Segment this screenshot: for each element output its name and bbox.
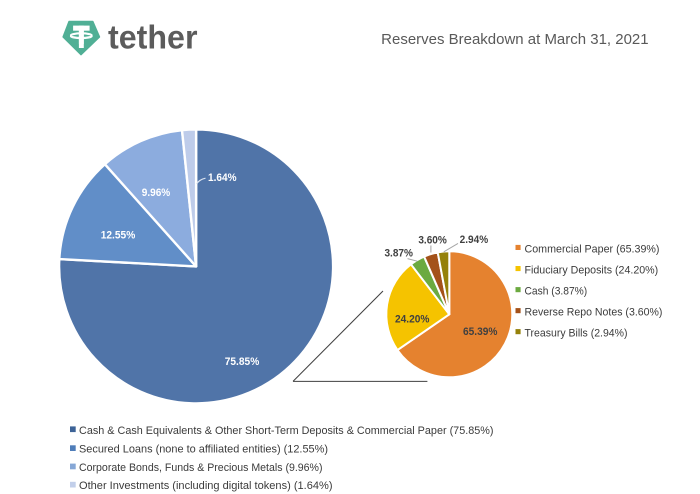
svg-text:2.94%: 2.94% (460, 234, 489, 246)
svg-text:Fiduciary Deposits (24.20%): Fiduciary Deposits (24.20%) (525, 264, 659, 276)
svg-text:Corporate Bonds, Funds & Preci: Corporate Bonds, Funds & Precious Metals… (79, 462, 323, 474)
svg-text:3.60%: 3.60% (418, 235, 447, 247)
svg-text:Cash & Cash Equivalents & Othe: Cash & Cash Equivalents & Other Short-Te… (79, 425, 494, 437)
svg-text:1.64%: 1.64% (208, 172, 237, 184)
svg-text:75.85%: 75.85% (225, 356, 260, 368)
svg-text:12.55%: 12.55% (101, 229, 136, 241)
svg-text:Reverse Repo Notes (3.60%): Reverse Repo Notes (3.60%) (525, 307, 663, 319)
svg-text:9.96%: 9.96% (142, 187, 171, 199)
svg-text:Secured Loans (none to affilia: Secured Loans (none to affiliated entiti… (79, 444, 328, 456)
svg-text:tether: tether (108, 20, 198, 57)
svg-text:65.39%: 65.39% (463, 326, 498, 338)
svg-text:24.20%: 24.20% (395, 313, 430, 325)
svg-text:3.87%: 3.87% (384, 248, 413, 260)
svg-text:Reserves Breakdown at March 31: Reserves Breakdown at March 31, 2021 (381, 32, 648, 48)
svg-text:Treasury Bills (2.94%): Treasury Bills (2.94%) (525, 328, 628, 340)
svg-text:Cash (3.87%): Cash (3.87%) (525, 286, 588, 298)
svg-text:Commercial Paper (65.39%): Commercial Paper (65.39%) (525, 243, 660, 255)
svg-text:Other Investments (including d: Other Investments (including digital tok… (79, 480, 333, 492)
